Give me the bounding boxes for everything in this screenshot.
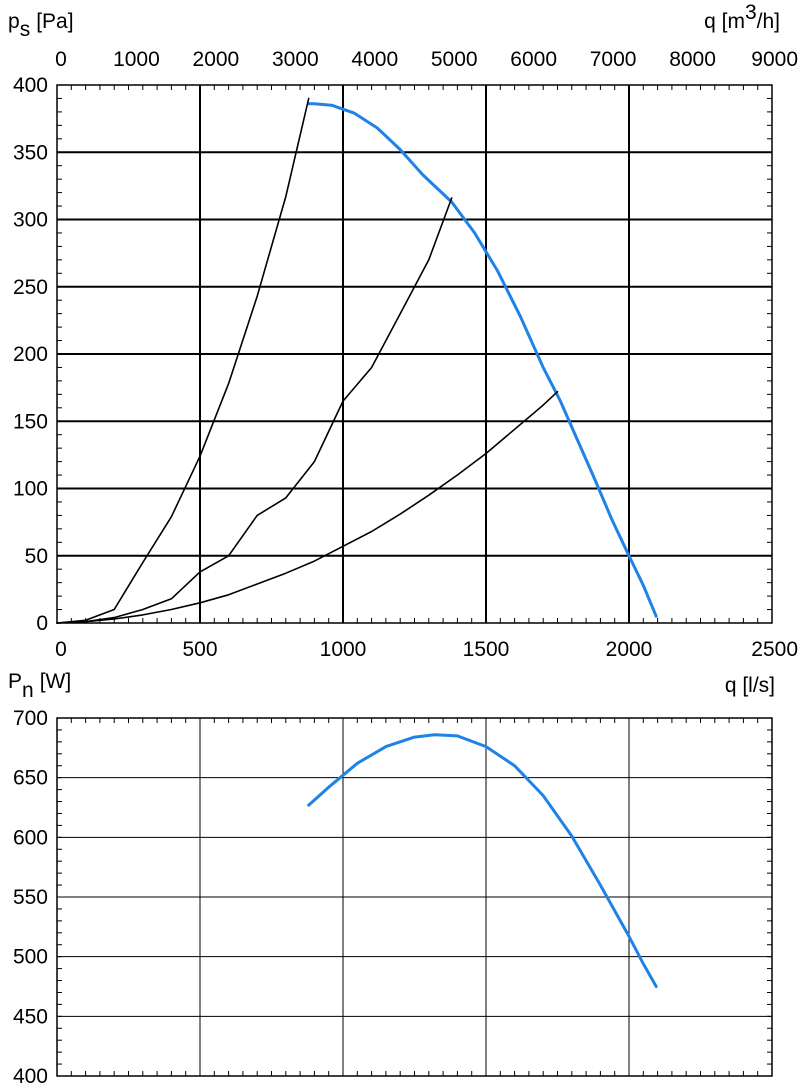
power-axis-unit: [W]: [40, 670, 72, 693]
x-tick-label-ls: 1500: [463, 638, 510, 661]
y-tick-label: 550: [13, 886, 48, 909]
flow-m3h-axis-title: q [m3/h]: [704, 1, 780, 33]
pressure-axis-title: ps [Pa]: [8, 10, 74, 41]
power-curve-line: [307, 733, 658, 988]
flow-m3h-tick-labels: 0 1000 2000 3000 4000 5000 6000 7000 8000 9000: [55, 48, 798, 71]
flow-m3h-axis-rest: /h]: [757, 10, 780, 33]
y-tick-label: 450: [13, 1005, 48, 1028]
power-axis-symbol: P: [8, 670, 22, 693]
x2-tick-label-m3h: 8000: [669, 48, 716, 71]
power-y-tick-labels: 400 450 500 550 600 650 700: [13, 707, 48, 1087]
system-curve-line: [56, 97, 310, 624]
x2-tick-label-m3h: 2000: [193, 48, 240, 71]
power-minor-ticks: [56, 717, 773, 1077]
power-chart: 400 450 500 550 600 650 700 Pn [W]: [8, 670, 773, 1087]
x2-tick-label-m3h: 5000: [431, 48, 478, 71]
x2-tick-label-m3h: 0: [55, 48, 67, 71]
pressure-plot-frame: [56, 84, 773, 624]
x-tick-label-ls: 0: [55, 638, 67, 661]
pressure-curves: [56, 97, 658, 624]
y-tick-label: 100: [13, 478, 48, 501]
y-tick-label: 0: [36, 612, 48, 635]
power-axis-subscript: n: [22, 679, 34, 702]
pressure-axis-unit: [Pa]: [36, 10, 73, 33]
y-tick-label: 150: [13, 410, 48, 433]
y-tick-label: 650: [13, 767, 48, 790]
y-tick-label: 400: [13, 1065, 48, 1087]
flow-ls-axis-title: q [l/s]: [725, 674, 775, 697]
y-tick-label: 50: [25, 545, 48, 568]
system-curve-line: [56, 197, 453, 624]
y-tick-label: 250: [13, 276, 48, 299]
fan-curve-line: [307, 102, 658, 618]
y-tick-label: 300: [13, 209, 48, 232]
power-axis-title: Pn [W]: [8, 670, 71, 702]
x-tick-label-ls: 500: [182, 638, 217, 661]
power-grid: [57, 718, 772, 1076]
x-tick-label-ls: 1000: [320, 638, 367, 661]
y-tick-label: 350: [13, 141, 48, 164]
power-plot-frame: [56, 717, 773, 1077]
x2-tick-label-m3h: 4000: [351, 48, 398, 71]
y-tick-label: 700: [13, 707, 48, 730]
x2-tick-label-m3h: 6000: [510, 48, 557, 71]
flow-m3h-axis-superscript: 3: [745, 1, 757, 24]
x2-tick-label-m3h: 3000: [272, 48, 319, 71]
y-tick-label: 600: [13, 826, 48, 849]
pressure-y-tick-labels: 0 50 100 150 200 250 300 350 400: [13, 74, 48, 635]
x2-tick-label-m3h: 1000: [113, 48, 160, 71]
y-tick-label: 400: [13, 74, 48, 97]
flow-m3h-axis-base: q [m: [704, 10, 745, 33]
y-tick-label: 200: [13, 343, 48, 366]
pressure-axis-symbol: p: [8, 10, 20, 33]
power-curves: [307, 733, 658, 988]
system-curve-line: [56, 390, 559, 624]
x-tick-label-ls: 2500: [751, 638, 798, 661]
pressure-chart: 0 50 100 150 200 250 300 350 400 0 500 1000 1500 200…: [8, 1, 798, 697]
x2-tick-label-m3h: 9000: [751, 48, 798, 71]
x2-tick-label-m3h: 7000: [590, 48, 637, 71]
flow-ls-tick-labels: 0 500 1000 1500 2000 2500: [55, 638, 798, 661]
pressure-axis-subscript: s: [20, 18, 31, 41]
x-tick-label-ls: 2000: [606, 638, 653, 661]
y-tick-label: 500: [13, 946, 48, 969]
